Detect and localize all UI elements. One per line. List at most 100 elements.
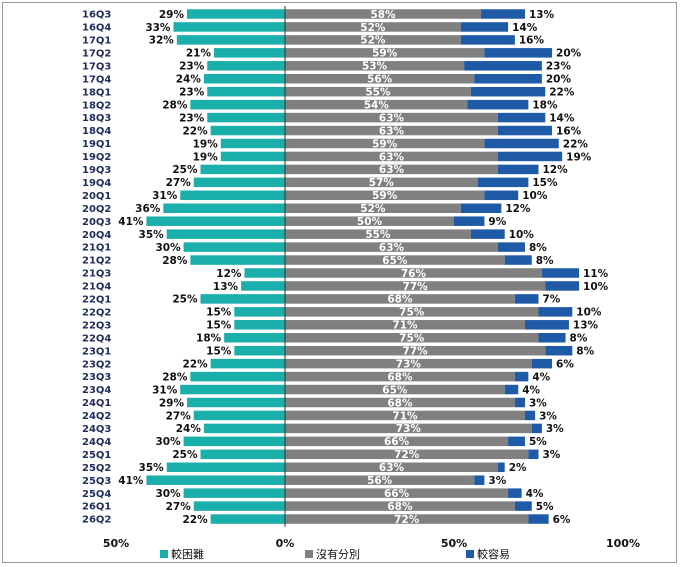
bar-no-difference: [285, 281, 546, 291]
bar-easier: [497, 242, 525, 252]
bar-no-difference: [285, 345, 546, 356]
category-label: 25Q4: [82, 489, 111, 500]
bar-no-difference: [285, 268, 542, 278]
data-label-no-difference: 63%: [379, 151, 405, 163]
bar-no-difference: [285, 307, 539, 317]
category-label: 26Q1: [82, 502, 111, 513]
data-label-easier: 11%: [583, 268, 609, 280]
bar-easier: [484, 48, 553, 58]
data-label-harder: 30%: [155, 436, 181, 448]
bar-easier: [514, 501, 532, 511]
data-label-no-difference: 68%: [387, 397, 413, 409]
data-label-no-difference: 68%: [387, 501, 413, 513]
data-label-easier: 22%: [563, 138, 589, 150]
bar-harder: [220, 138, 285, 149]
bar-harder: [203, 74, 285, 84]
data-label-easier: 16%: [519, 35, 545, 47]
data-label-easier: 8%: [536, 255, 554, 267]
legend-swatch: [305, 550, 313, 558]
data-label-harder: 33%: [145, 22, 171, 34]
data-label-harder: 22%: [182, 514, 208, 526]
bar-no-difference: [285, 294, 515, 304]
bar-harder: [241, 281, 285, 291]
bar-harder: [146, 216, 285, 226]
data-label-harder: 30%: [155, 242, 181, 254]
category-label: 17Q2: [82, 48, 111, 59]
bar-easier: [504, 384, 519, 395]
category-label: 18Q1: [82, 87, 111, 98]
bar-easier: [497, 151, 563, 162]
category-label: 23Q4: [82, 385, 111, 396]
data-label-easier: 5%: [529, 436, 547, 448]
data-label-easier: 15%: [532, 177, 558, 189]
bar-harder: [234, 320, 285, 330]
bar-easier: [508, 436, 525, 447]
data-label-easier: 3%: [529, 397, 547, 409]
bar-harder: [207, 86, 285, 97]
bar-no-difference: [285, 397, 515, 408]
data-label-harder: 32%: [149, 35, 175, 47]
bar-easier: [497, 125, 553, 136]
data-label-no-difference: 52%: [360, 203, 386, 215]
bar-easier: [474, 74, 542, 84]
data-label-no-difference: 59%: [372, 190, 398, 202]
data-label-harder: 19%: [193, 151, 219, 163]
data-label-no-difference: 73%: [396, 358, 422, 370]
bar-harder: [180, 190, 285, 201]
bar-no-difference: [285, 74, 475, 84]
category-label: 23Q1: [82, 346, 111, 357]
category-label: 16Q3: [82, 10, 111, 21]
bar-harder: [146, 475, 285, 485]
bar-harder: [207, 61, 285, 71]
bar-no-difference: [285, 475, 475, 485]
bar-no-difference: [285, 333, 539, 343]
category-label: 16Q4: [82, 23, 111, 34]
data-label-easier: 12%: [505, 203, 531, 215]
bar-easier: [497, 462, 505, 472]
bar-easier: [497, 112, 546, 123]
data-label-no-difference: 63%: [379, 462, 405, 474]
data-label-harder: 24%: [176, 74, 202, 86]
bar-harder: [190, 371, 285, 382]
legend-label: 較困難: [171, 547, 204, 561]
data-label-harder: 28%: [162, 371, 188, 383]
data-label-no-difference: 63%: [379, 242, 405, 254]
category-label: 17Q3: [82, 61, 111, 72]
data-label-harder: 27%: [166, 501, 192, 513]
data-label-no-difference: 54%: [364, 99, 390, 111]
data-label-harder: 22%: [182, 358, 208, 370]
data-label-easier: 2%: [509, 462, 527, 474]
category-label: 19Q3: [82, 165, 111, 176]
data-label-harder: 19%: [193, 138, 219, 150]
bar-harder: [176, 35, 285, 45]
data-label-harder: 18%: [196, 333, 222, 345]
bar-no-difference: [285, 164, 498, 175]
data-label-harder: 25%: [172, 164, 198, 176]
data-label-harder: 13%: [213, 281, 239, 293]
bar-harder: [207, 112, 285, 123]
data-label-no-difference: 58%: [370, 9, 396, 21]
data-label-no-difference: 66%: [384, 436, 410, 448]
category-label: 17Q4: [82, 74, 111, 85]
bar-easier: [504, 255, 532, 265]
bar-no-difference: [285, 436, 509, 447]
data-label-no-difference: 68%: [387, 371, 413, 383]
category-label: 19Q4: [82, 178, 111, 189]
data-label-no-difference: 65%: [382, 255, 408, 267]
data-label-easier: 18%: [532, 99, 558, 111]
data-label-no-difference: 50%: [357, 216, 383, 228]
category-label: 22Q3: [82, 320, 111, 331]
data-label-harder: 30%: [155, 488, 181, 500]
data-label-harder: 21%: [186, 48, 212, 60]
data-label-easier: 3%: [488, 475, 506, 487]
category-label: 20Q2: [82, 204, 111, 215]
data-label-no-difference: 53%: [362, 61, 388, 73]
data-label-harder: 15%: [206, 346, 232, 358]
bar-no-difference: [285, 371, 515, 382]
data-label-no-difference: 65%: [382, 384, 408, 396]
data-label-harder: 35%: [139, 229, 165, 241]
data-label-no-difference: 52%: [360, 22, 386, 34]
data-label-easier: 23%: [546, 61, 572, 73]
bar-harder: [186, 397, 285, 408]
bar-no-difference: [285, 501, 515, 511]
